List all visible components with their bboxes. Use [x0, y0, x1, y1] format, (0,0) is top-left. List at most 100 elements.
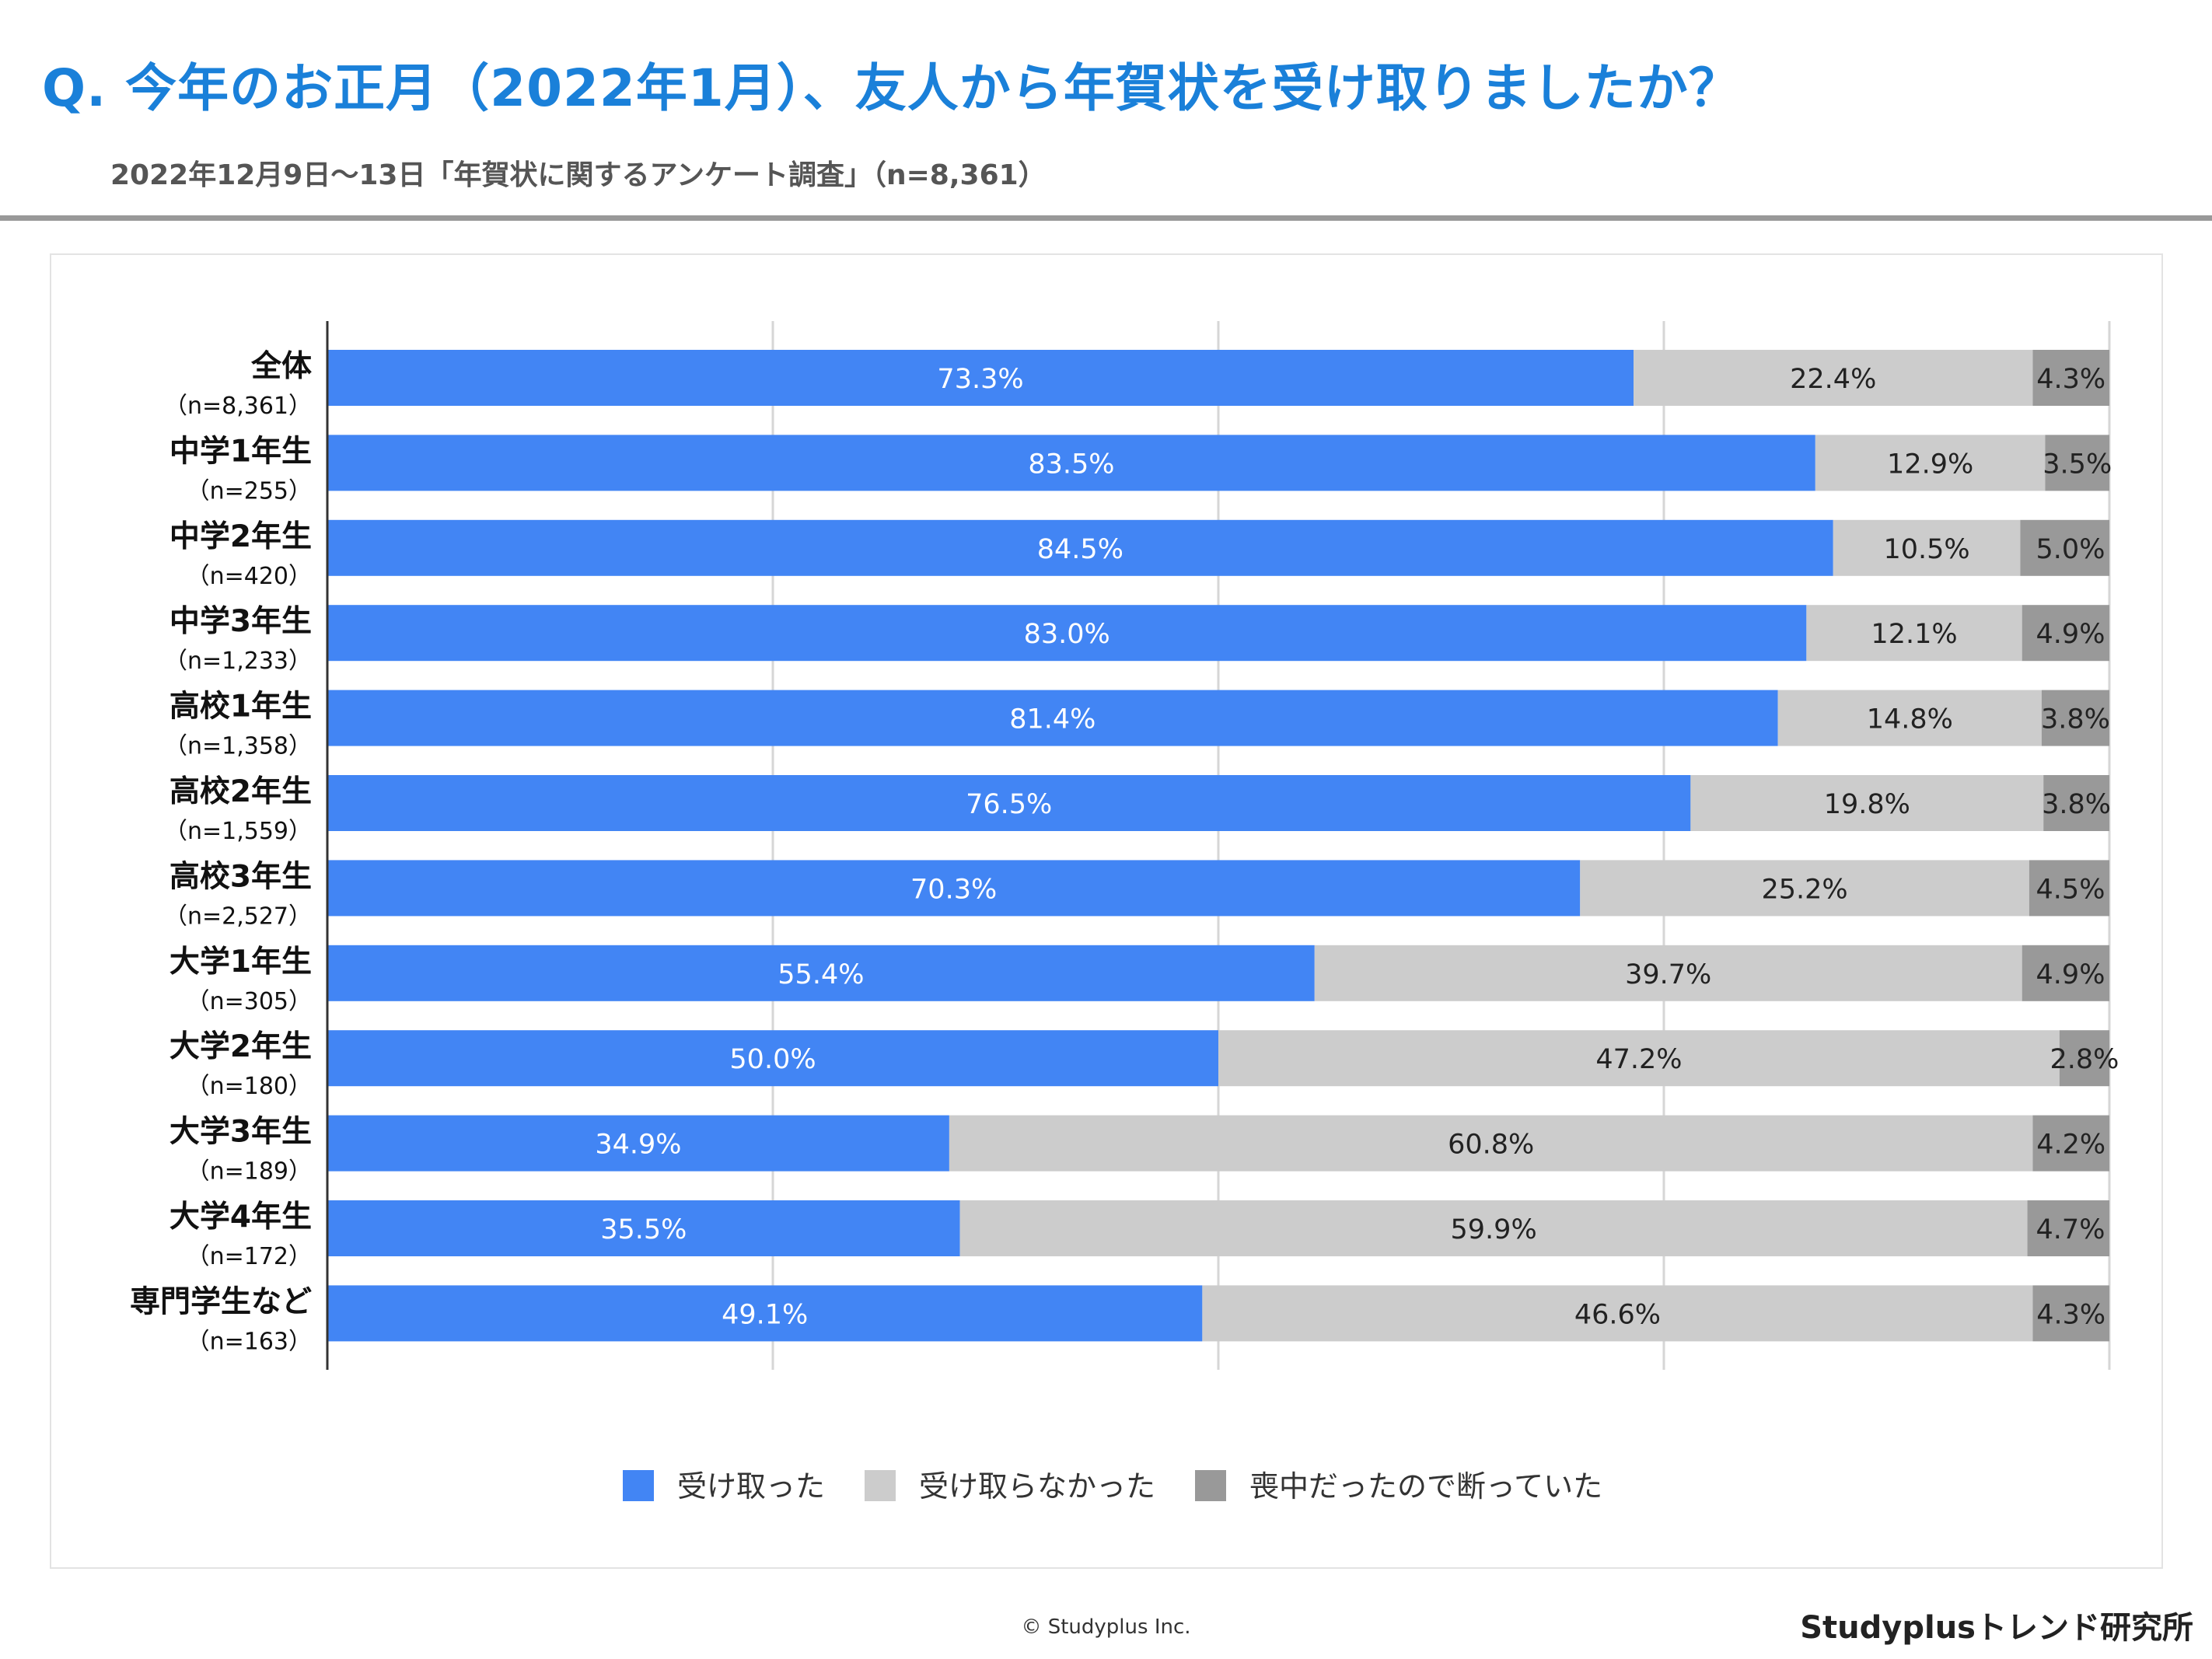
brand-logo-text: Studyplusトレンド研究所: [1800, 1610, 2193, 1646]
sample-size-row-10: （n=189）: [187, 1158, 312, 1186]
bar-segment-1-row-8: [327, 945, 1315, 1001]
category-label-row-1: 全体: [250, 349, 312, 384]
bar-segment-2-row-2: [1815, 435, 2046, 491]
data-label-2-row-8: 39.7%: [1625, 959, 1711, 990]
bar-segment-1-row-5: [327, 690, 1778, 746]
category-label-row-10: 大学3年生: [169, 1115, 312, 1150]
sample-size-row-8: （n=305）: [187, 988, 312, 1015]
bar-segment-3-row-1: [2032, 350, 2109, 406]
sample-size-row-3: （n=420）: [187, 563, 312, 590]
bar-segment-3-row-4: [2022, 605, 2109, 662]
header-divider: [0, 215, 2212, 221]
sample-size-row-6: （n=1,559）: [164, 818, 312, 845]
bar-segment-2-row-6: [1690, 775, 2044, 831]
data-label-2-row-2: 12.9%: [1887, 449, 1973, 480]
sample-size-row-9: （n=180）: [187, 1073, 312, 1100]
header: Q. 今年のお正月（2022年1月）、友人から年賀状を受け取りましたか？ 202…: [0, 0, 2212, 221]
data-label-3-row-3: 5.0%: [2036, 534, 2105, 565]
bar-segment-1-row-10: [327, 1115, 949, 1172]
bar-segment-1-row-4: [327, 605, 1807, 662]
category-label-row-7: 高校3年生: [169, 859, 312, 894]
data-label-2-row-3: 10.5%: [1883, 534, 1969, 565]
data-label-2-row-1: 22.4%: [1790, 364, 1876, 395]
sample-size-row-11: （n=172）: [187, 1243, 312, 1270]
data-label-3-row-2: 3.5%: [2043, 449, 2112, 480]
data-label-1-row-11: 35.5%: [600, 1214, 687, 1245]
category-label-row-3: 中学2年生: [169, 519, 312, 554]
data-label-2-row-7: 25.2%: [1761, 874, 1847, 905]
bar-segment-1-row-11: [327, 1200, 960, 1256]
page-title: Q. 今年のお正月（2022年1月）、友人から年賀状を受け取りましたか？: [42, 58, 1741, 118]
data-label-3-row-7: 4.5%: [2036, 874, 2105, 905]
data-label-1-row-6: 76.5%: [966, 789, 1052, 820]
sample-size-row-2: （n=255）: [187, 477, 312, 505]
category-label-row-4: 中学3年生: [169, 604, 312, 639]
bar-segment-2-row-12: [1202, 1285, 2033, 1342]
bar-segment-3-row-3: [2020, 519, 2109, 576]
bar-segment-3-row-9: [2059, 1030, 2109, 1087]
copyright-text: © Studyplus Inc.: [1021, 1615, 1191, 1639]
category-label-row-2: 中学1年生: [169, 434, 312, 469]
data-label-3-row-12: 4.3%: [2036, 1299, 2105, 1330]
data-label-3-row-5: 3.8%: [2041, 704, 2110, 735]
bar-segment-1-row-6: [327, 775, 1691, 831]
bar-segment-2-row-7: [1580, 860, 2029, 917]
legend-swatch-1: [623, 1470, 654, 1501]
data-label-3-row-9: 2.8%: [2050, 1044, 2119, 1075]
data-label-1-row-5: 81.4%: [1009, 704, 1096, 735]
data-label-2-row-10: 60.8%: [1448, 1130, 1534, 1161]
survey-subtitle: 2022年12月9日〜13日「年賀状に関するアンケート調査」（n=8,361）: [110, 159, 1047, 191]
bar-segment-1-row-1: [327, 350, 1634, 406]
data-label-1-row-12: 49.1%: [722, 1299, 808, 1330]
category-label-row-6: 高校2年生: [169, 774, 312, 809]
data-label-1-row-10: 34.9%: [595, 1130, 681, 1161]
bar-segment-2-row-4: [1806, 605, 2022, 662]
category-label-row-5: 高校1年生: [169, 690, 312, 725]
sample-size-row-5: （n=1,358）: [164, 733, 312, 760]
legend-label-2: 受け取らなかった: [919, 1469, 1155, 1504]
legend-label-3: 喪中だったので断っていた: [1249, 1469, 1602, 1504]
bar-segment-3-row-5: [2041, 690, 2109, 746]
sample-size-row-4: （n=1,233）: [164, 648, 312, 675]
data-label-2-row-12: 46.6%: [1574, 1299, 1661, 1330]
bar-segment-2-row-3: [1833, 519, 2021, 576]
data-label-1-row-3: 84.5%: [1037, 534, 1123, 565]
bar-segment-3-row-11: [2027, 1200, 2109, 1256]
legend-swatch-3: [1195, 1470, 1226, 1501]
bar-segment-3-row-10: [2032, 1115, 2109, 1172]
bar-segment-1-row-7: [327, 860, 1581, 917]
bar-segment-3-row-6: [2043, 775, 2109, 831]
data-label-1-row-9: 50.0%: [729, 1044, 816, 1075]
bar-segment-2-row-11: [959, 1200, 2028, 1256]
data-label-1-row-2: 83.5%: [1028, 449, 1114, 480]
bar-segment-3-row-2: [2045, 435, 2109, 491]
data-label-2-row-5: 14.8%: [1867, 704, 1953, 735]
data-label-2-row-4: 12.1%: [1871, 619, 1957, 650]
bar-segment-3-row-8: [2022, 945, 2109, 1001]
stacked-bar-chart: 73.3% 22.4% 4.3% 全体 （n=8,361） 83.5% 12.9% 3.5% 中…: [130, 321, 2119, 1504]
data-label-2-row-6: 19.8%: [1824, 789, 1910, 820]
data-label-1-row-7: 70.3%: [910, 874, 997, 905]
data-label-3-row-11: 4.7%: [2036, 1214, 2105, 1245]
sample-size-row-1: （n=8,361）: [164, 393, 312, 420]
data-label-3-row-6: 3.8%: [2042, 789, 2111, 820]
data-label-2-row-9: 47.2%: [1595, 1044, 1682, 1075]
category-label-row-8: 大学1年生: [169, 945, 312, 980]
legend-label-1: 受け取った: [677, 1469, 825, 1504]
category-label-row-9: 大学2年生: [169, 1029, 312, 1064]
data-label-3-row-8: 4.9%: [2036, 959, 2105, 990]
legend-swatch-2: [865, 1470, 896, 1501]
bar-segment-2-row-5: [1777, 690, 2042, 746]
data-label-3-row-4: 4.9%: [2036, 619, 2105, 650]
data-label-1-row-1: 73.3%: [937, 364, 1023, 395]
chart-panel: 73.3% 22.4% 4.3% 全体 （n=8,361） 83.5% 12.9% 3.5% 中…: [50, 253, 2163, 1569]
bar-segment-2-row-9: [1218, 1030, 2060, 1087]
bar-segment-2-row-1: [1634, 350, 2033, 406]
bar-segment-2-row-8: [1314, 945, 2022, 1001]
data-label-3-row-1: 4.3%: [2036, 364, 2105, 395]
bar-segment-1-row-3: [327, 519, 1833, 576]
bar-segment-1-row-2: [327, 435, 1815, 491]
bar-segment-1-row-9: [327, 1030, 1218, 1087]
category-label-row-12: 専門学生など: [130, 1284, 312, 1319]
bar-segment-2-row-10: [949, 1115, 2033, 1172]
